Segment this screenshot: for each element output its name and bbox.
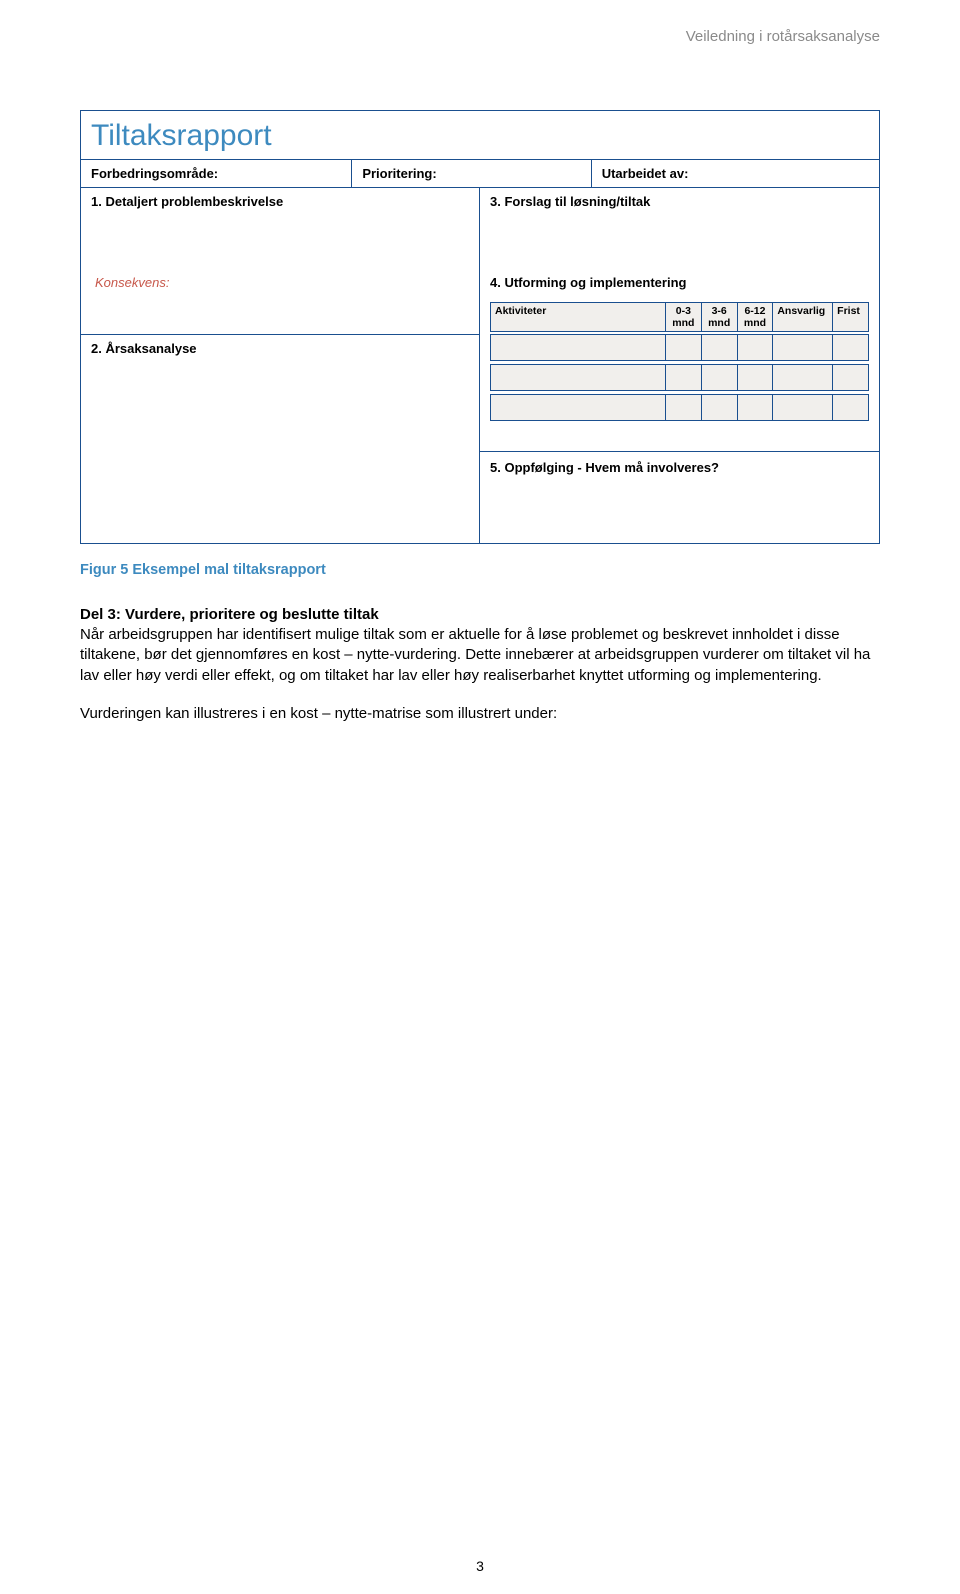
form-right-column-upper: 3. Forslag til løsning/tiltak 4. Utformi… [480,188,879,334]
th-6-12: 6-12 mnd [737,303,773,332]
figure-caption: Figur 5 Eksempel mal tiltaksrapport [80,562,880,578]
form-header-row: Forbedringsområde: Prioritering: Utarbei… [81,160,879,188]
th-aktiviteter: Aktiviteter [491,303,666,332]
cell-prioritering: Prioritering: [352,160,591,187]
aktiviteter-table: Aktiviteter 0-3 mnd 3-6 mnd 6-12 mnd Ans… [490,302,869,332]
form-left-lower [81,423,480,543]
form-right-lower: 5. Oppfølging - Hvem må involveres? [480,423,879,543]
spacer [480,423,879,451]
page: Veiledning i rotårsaksanalyse Tiltaksrap… [0,0,960,1594]
section-1-label: 1. Detaljert problembeskrivelse [81,188,479,215]
page-number: 3 [0,1558,960,1574]
section-2-label: 2. Årsaksanalyse [81,334,480,423]
form-right-mid [480,334,879,423]
th-ansvarlig: Ansvarlig [773,303,833,332]
del3-heading: Del 3: Vurdere, prioritere og beslutte t… [80,606,880,623]
form-title: Tiltaksrapport [91,119,272,152]
spacer [480,215,879,269]
th-3-6: 3-6 mnd [701,303,737,332]
table-row [491,395,869,421]
konsekvens-label: Konsekvens: [81,215,479,294]
paragraph-1: Når arbeidsgruppen har identifisert muli… [80,625,880,686]
section-5-label: 5. Oppfølging - Hvem må involveres? [480,451,879,525]
table-row [491,365,869,391]
tiltaksrapport-form: Tiltaksrapport Forbedringsområde: Priori… [80,110,880,544]
th-frist: Frist [833,303,869,332]
cell-forbedringsomrade: Forbedringsområde: [81,160,352,187]
table-row [491,335,869,361]
table-header-row: Aktiviteter 0-3 mnd 3-6 mnd 6-12 mnd Ans… [491,303,869,332]
form-left-column: 1. Detaljert problembeskrivelse Konsekve… [81,188,480,334]
doc-header: Veiledning i rotårsaksanalyse [686,28,880,45]
cell-utarbeidet-av: Utarbeidet av: [592,160,879,187]
form-lower-row: 5. Oppfølging - Hvem må involveres? [81,423,879,543]
section-4-label: 4. Utforming og implementering [480,269,879,296]
form-main-columns: 1. Detaljert problembeskrivelse Konsekve… [81,188,879,334]
section-3-label: 3. Forslag til løsning/tiltak [480,188,879,215]
paragraph-2: Vurderingen kan illustreres i en kost – … [80,704,880,724]
form-mid-row: 2. Årsaksanalyse [81,334,879,423]
th-0-3: 0-3 mnd [666,303,702,332]
form-title-row: Tiltaksrapport [81,111,879,160]
aktiviteter-table-rows [490,334,869,421]
